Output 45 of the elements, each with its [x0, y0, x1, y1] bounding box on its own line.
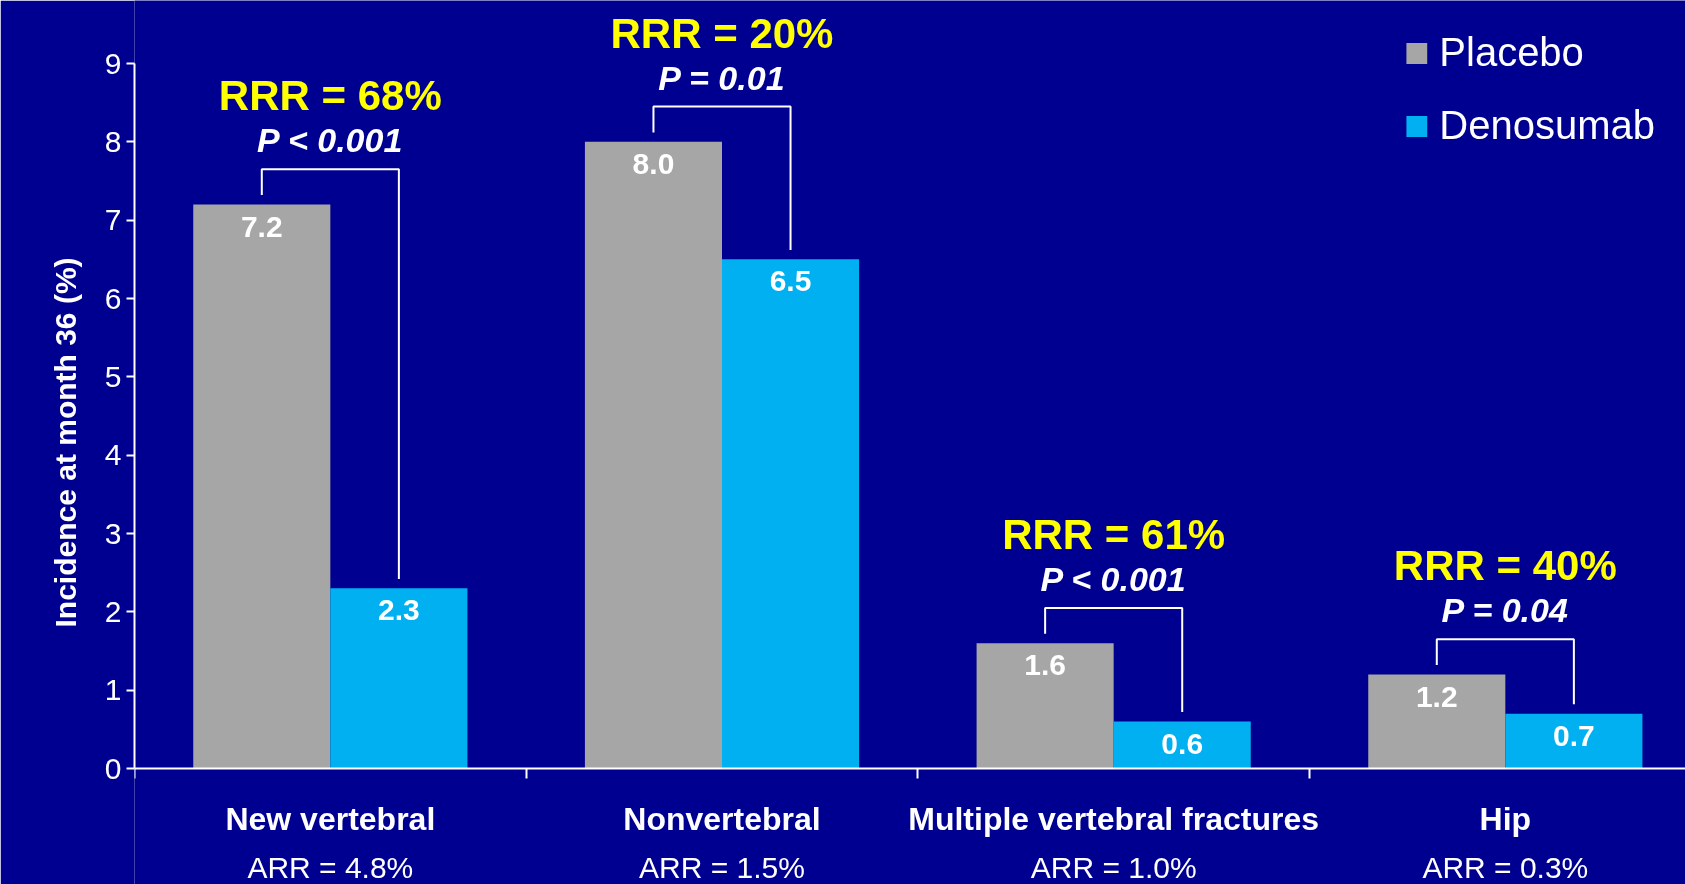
y-tick-label: 6 — [104, 281, 122, 315]
data-label: 7.2 — [240, 209, 283, 243]
text: RRR = 20% — [610, 9, 834, 57]
data-label: 6.5 — [769, 264, 812, 298]
data-label: 0.7 — [1553, 718, 1595, 752]
annotation: P < 0.001 — [257, 121, 403, 160]
legend-label: Placebo — [1439, 30, 1584, 75]
y-tick-label: 1 — [104, 673, 122, 707]
bar — [193, 204, 331, 769]
data-label: 0.6 — [1161, 726, 1204, 760]
y-axis-title: Incidence at month 36 (%) — [48, 257, 82, 628]
x-tick-label: New vertebral — [225, 800, 436, 837]
y-tick-label: 5 — [104, 359, 122, 393]
y-tick-label: 9 — [104, 46, 122, 80]
x-tick-label: Nonvertebral — [623, 800, 821, 837]
bar — [976, 643, 1114, 769]
annotation: P < 0.001 — [1040, 559, 1186, 598]
data-label: 1.6 — [1024, 648, 1066, 682]
data-label: 8.0 — [632, 146, 675, 180]
text: ARR = 0.3% — [1422, 850, 1589, 884]
y-tick-label: 0 — [104, 751, 122, 785]
annotation: P = 0.04 — [1441, 591, 1568, 630]
annotation: RRR = 40% — [1393, 542, 1617, 590]
bar — [1505, 713, 1643, 769]
text: ARR = 1.5% — [639, 850, 805, 884]
annotation: P = 0.01 — [658, 58, 785, 97]
text: ARR = 4.8% — [247, 850, 414, 884]
bar — [584, 141, 722, 769]
bar — [1368, 674, 1506, 769]
text: ARR = 1.0% — [1030, 850, 1197, 884]
y-tick-label: 7 — [104, 203, 122, 237]
annotation: RRR = 68% — [218, 72, 442, 120]
x-tick-label: Hip — [1479, 800, 1532, 837]
y-tick-label: 4 — [104, 438, 122, 472]
y-tick-label: 3 — [104, 516, 122, 550]
y-tick-label: 8 — [104, 124, 122, 158]
annotation: RRR = 61% — [1002, 510, 1226, 558]
y-tick-label: 2 — [104, 594, 122, 628]
legend-label: Denosumab — [1439, 103, 1655, 148]
x-tick-label: Multiple vertebral fractures — [908, 800, 1320, 837]
data-label: 2.3 — [378, 593, 420, 627]
bar — [722, 259, 860, 769]
bar — [1113, 721, 1251, 769]
data-label: 1.2 — [1415, 679, 1458, 713]
bar — [330, 588, 468, 769]
